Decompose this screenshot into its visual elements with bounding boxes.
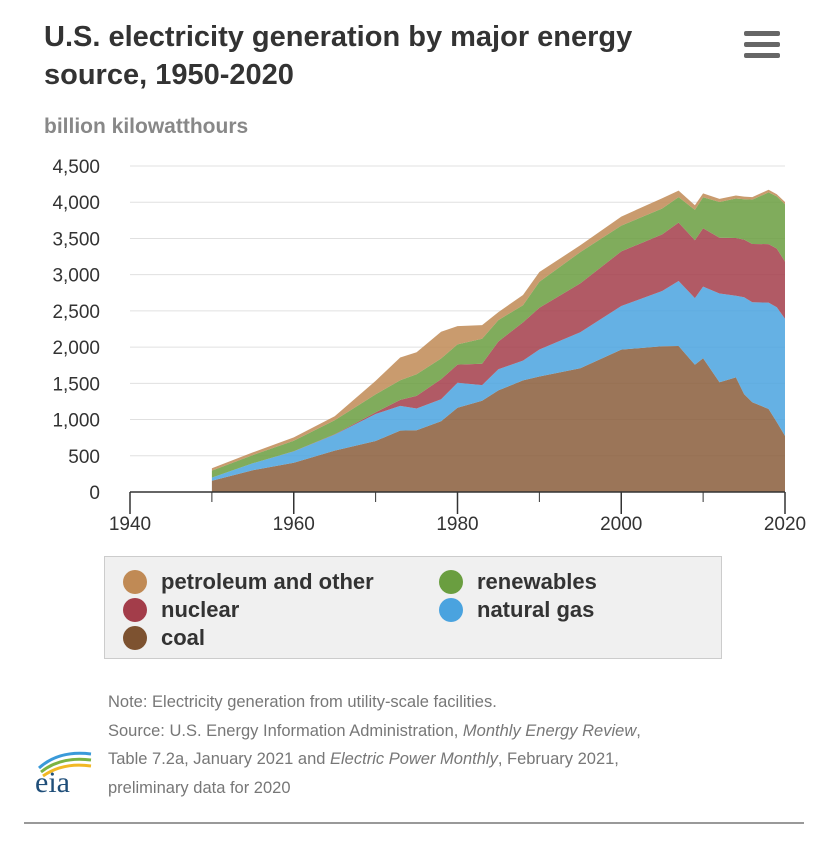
chart-notes: Note: Electricity generation from utilit… (108, 688, 641, 802)
legend-item-renewables[interactable]: renewables (439, 568, 597, 596)
area-renewables (211, 192, 785, 478)
x-tick-label: 2020 (764, 514, 806, 535)
x-tick-label: 2000 (600, 514, 642, 535)
source-publication-mer: Monthly Energy Review (462, 721, 637, 740)
bottom-divider (24, 822, 804, 824)
y-tick-label: 2,000 (52, 338, 100, 359)
eia-logo-text: eia (35, 766, 70, 796)
legend-label-coal: coal (161, 625, 206, 650)
eia-logo-icon: eia (35, 751, 92, 796)
legend-item-coal[interactable]: coal (123, 624, 205, 652)
y-tick-label: 3,000 (52, 266, 100, 287)
area-coal (211, 346, 785, 492)
legend: petroleum and other renewables nuclear n… (104, 556, 722, 659)
stacked-area-chart: 0 500 1,000 1,500 2,000 2,500 3,000 3,500 4,000 4… (52, 157, 806, 535)
x-tick-label: 1980 (436, 514, 478, 535)
y-axis-unit-label: billion kilowatthours (44, 115, 249, 138)
renewables-color-icon (439, 570, 463, 594)
legend-item-petroleum[interactable]: petroleum and other (123, 568, 374, 596)
x-tick-label: 1940 (109, 514, 151, 535)
natural-gas-color-icon (439, 598, 463, 622)
x-tick-label: 1960 (273, 514, 315, 535)
y-tick-label: 3,500 (52, 229, 100, 250)
legend-label-renewables: renewables (477, 569, 597, 594)
note-text: Note: Electricity generation from utilit… (108, 693, 497, 711)
legend-item-nuclear[interactable]: nuclear (123, 596, 239, 624)
hamburger-menu-icon[interactable] (744, 31, 780, 59)
nuclear-color-icon (123, 598, 147, 622)
y-tick-label: 1,500 (52, 374, 100, 395)
legend-item-natural-gas[interactable]: natural gas (439, 596, 594, 624)
y-tick-label: 2,500 (52, 302, 100, 323)
source-line-2: Table 7.2a, January 2021 and Electric Po… (108, 750, 619, 768)
y-tick-label: 0 (89, 483, 100, 504)
legend-label-petroleum: petroleum and other (161, 569, 374, 594)
legend-label-nuclear: nuclear (161, 597, 240, 622)
source-line-1: Source: U.S. Energy Information Administ… (108, 721, 641, 740)
petroleum-color-icon (123, 570, 147, 594)
y-tick-label: 4,500 (52, 157, 100, 178)
area-natural-gas (211, 281, 785, 481)
y-tick-label: 1,000 (52, 411, 100, 432)
area-nuclear (211, 222, 785, 478)
y-tick-label: 500 (68, 447, 100, 468)
source-publication-epm: Electric Power Monthly (330, 750, 498, 768)
chart-title: U.S. electricity generation by major ene… (44, 21, 633, 91)
y-tick-label: 4,000 (52, 193, 100, 214)
source-line-3: preliminary data for 2020 (108, 778, 291, 797)
coal-color-icon (123, 626, 147, 650)
legend-label-natural-gas: natural gas (477, 597, 595, 622)
area-petroleum-and-other (211, 189, 785, 471)
